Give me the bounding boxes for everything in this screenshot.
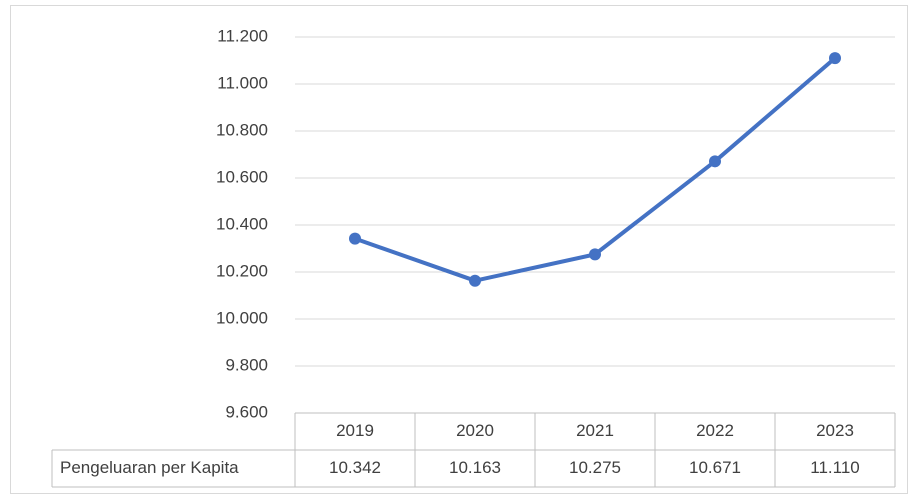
x-tick-label: 2022: [696, 421, 734, 440]
y-tick-label: 9.600: [225, 402, 268, 421]
y-tick-label: 11.200: [217, 26, 268, 45]
x-tick-label: 2019: [336, 421, 374, 440]
data-point: [829, 52, 841, 65]
table-value: 10.163: [449, 458, 501, 477]
y-tick-label: 10.200: [216, 261, 268, 280]
x-tick-label: 2023: [816, 421, 854, 440]
data-point: [589, 248, 601, 261]
y-tick-label: 11.000: [217, 73, 268, 92]
table-value: 11.110: [810, 458, 859, 477]
data-point: [709, 155, 721, 168]
table-series-name: Pengeluaran per Kapita: [60, 458, 239, 477]
x-tick-label: 2021: [576, 421, 614, 440]
y-tick-label: 9.800: [225, 355, 268, 374]
chart-border: [10, 5, 908, 494]
table-value: 10.671: [689, 458, 741, 477]
data-point: [349, 232, 361, 245]
table-value: 10.275: [569, 458, 621, 477]
y-tick-label: 10.000: [216, 308, 268, 327]
table-value: 10.342: [329, 458, 381, 477]
data-point: [469, 274, 481, 287]
y-tick-label: 10.600: [216, 167, 268, 186]
y-tick-label: 10.400: [216, 214, 268, 233]
x-tick-label: 2020: [456, 421, 494, 440]
y-tick-label: 10.800: [216, 120, 268, 139]
